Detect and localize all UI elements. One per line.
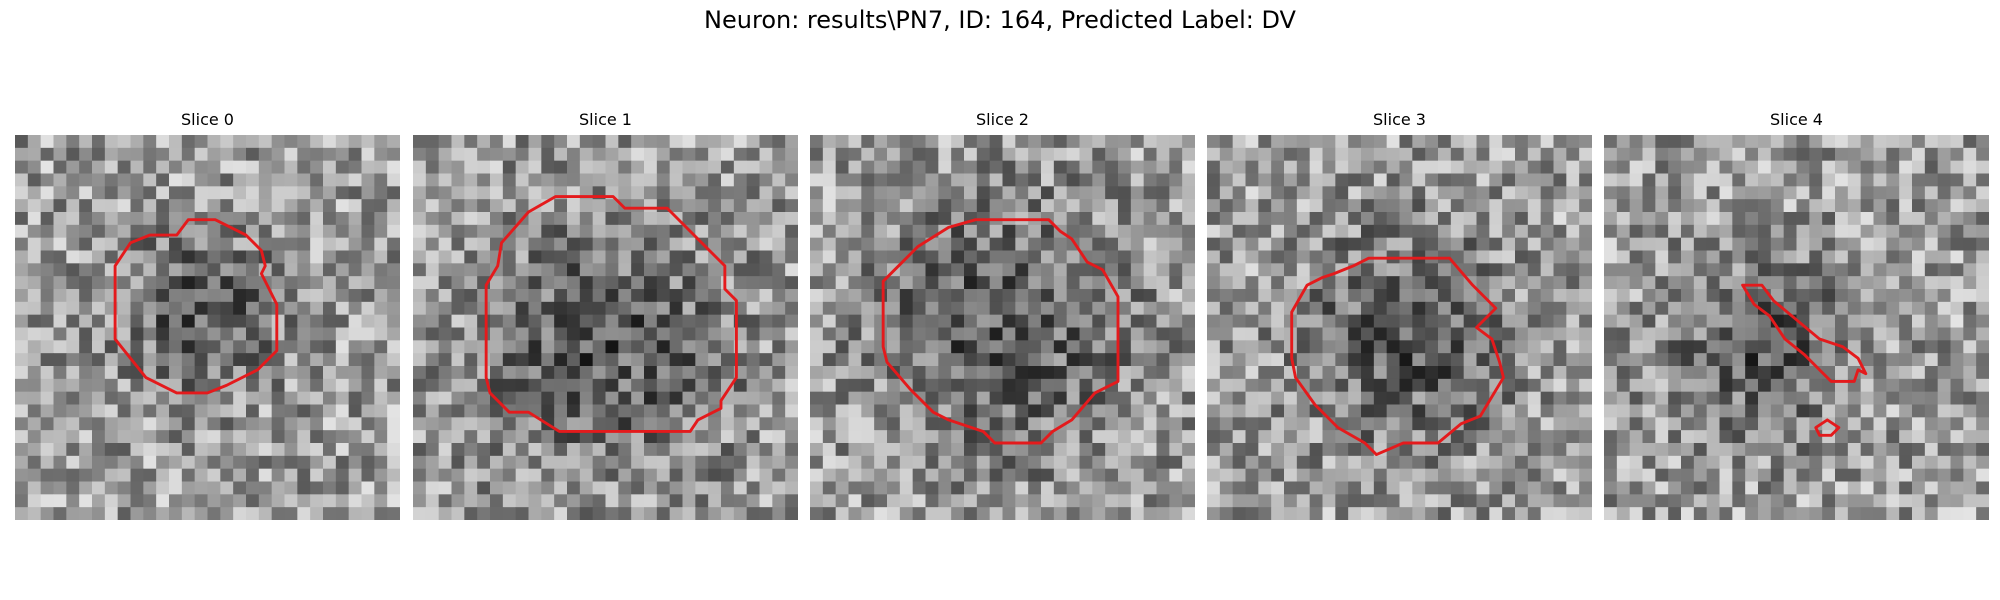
slice-title: Slice 3 [1373, 110, 1426, 129]
slice-panel-1: Slice 1 [413, 108, 798, 520]
pixel-grid [1207, 135, 1592, 520]
slice-image [413, 135, 798, 520]
slice-image [15, 135, 400, 520]
pixel-grid [810, 135, 1195, 520]
slice-panel-0: Slice 0 [15, 108, 400, 520]
slice-panel-3: Slice 3 [1207, 108, 1592, 520]
segmentation-contour [1290, 256, 1505, 456]
pixel-grid [1604, 135, 1989, 520]
figure-title: Neuron: results\PN7, ID: 164, Predicted … [704, 6, 1296, 34]
slice-panel-4: Slice 4 [1604, 108, 1989, 520]
pixel-grid [413, 135, 798, 520]
pixel-grid [15, 135, 400, 520]
segmentation-contour [881, 218, 1120, 445]
segmentation-contour [113, 218, 279, 395]
segmentation-contour [484, 195, 738, 433]
slice-image [1207, 135, 1592, 520]
slice-title: Slice 2 [976, 110, 1029, 129]
segmentation-contour [1741, 283, 1868, 383]
segmentation-contour-secondary [1814, 418, 1841, 437]
slice-panel-2: Slice 2 [810, 108, 1195, 520]
slice-title: Slice 1 [579, 110, 632, 129]
slice-image [810, 135, 1195, 520]
slice-title: Slice 4 [1770, 110, 1823, 129]
slice-title: Slice 0 [181, 110, 234, 129]
slice-image [1604, 135, 1989, 520]
